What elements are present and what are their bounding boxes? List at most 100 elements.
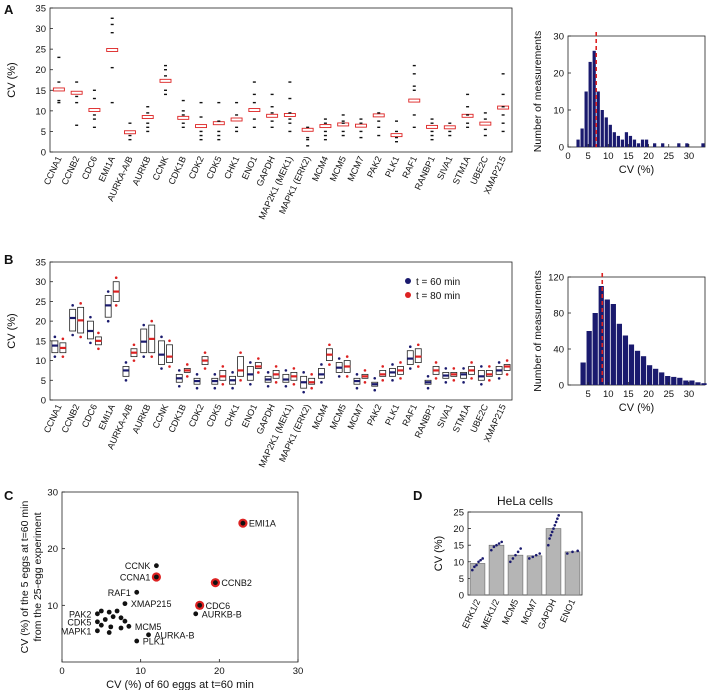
bar-point [576, 549, 579, 553]
gene-tick-label: MCM7 [346, 403, 366, 431]
median-box [479, 121, 492, 126]
series-80-outlier [505, 373, 509, 376]
series-60-outlier [480, 382, 483, 386]
y-axis-label: CV (%) [6, 62, 18, 97]
hist-bar [628, 344, 635, 385]
scatter-point [134, 589, 140, 595]
hist-bar [620, 139, 625, 147]
series-80-outlier [328, 343, 331, 347]
plot-frame [49, 7, 513, 153]
x-tick-label: 20 [214, 666, 225, 677]
y-tick-label: 0 [41, 396, 46, 407]
y-axis-label: CV (%) of the 5 eggs at t=60 minfrom the… [19, 501, 44, 654]
series-60-outlier [480, 365, 483, 368]
hist-bar [592, 50, 596, 147]
series-60-outlier [462, 367, 465, 370]
bar-point [514, 553, 517, 557]
y-tick-label: 15 [35, 336, 46, 347]
bar-point [550, 530, 554, 534]
x-tick-label: 15 [623, 389, 634, 400]
median-box [283, 113, 296, 117]
y-tick-label: 20 [47, 544, 58, 555]
hist-bar [600, 110, 604, 147]
scatter-point [98, 622, 104, 628]
scatter-point [114, 608, 120, 614]
panel-a-letter: A [4, 2, 14, 17]
gene-tick-label: PAK2 [365, 403, 384, 427]
series-80-outlier [168, 365, 171, 368]
series-80-outlier [470, 361, 473, 364]
y-tick-label: 30 [35, 24, 46, 35]
bar-point [473, 565, 476, 569]
plot-frame [467, 511, 583, 596]
y-tick-label: 0 [559, 381, 564, 392]
hist-bar [659, 372, 665, 385]
series-60-outlier [53, 355, 57, 358]
point-label: EMI1A [249, 519, 276, 529]
category-tick-label: MCM5 [500, 598, 520, 626]
bar-point [547, 543, 550, 547]
y-tick-label: 35 [35, 258, 46, 269]
x-tick-label: 0 [59, 666, 64, 677]
legend-swatch-80 [405, 292, 411, 298]
hist-bar [685, 143, 689, 147]
median-box [70, 90, 83, 95]
median-box [106, 48, 119, 52]
x-tick-label: 15 [623, 151, 634, 162]
series-80-outlier [363, 381, 367, 384]
x-tick-label: 30 [293, 666, 304, 677]
gene-tick-label: MCM7 [346, 155, 366, 183]
hist-bar [665, 376, 671, 385]
median-box [319, 124, 332, 129]
series-60-outlier [231, 371, 234, 374]
hist-bar [653, 368, 659, 385]
scatter-point [122, 601, 128, 607]
series-60-outlier [320, 363, 323, 366]
scatter-point [110, 614, 116, 620]
scatter-point [122, 618, 128, 624]
median-box [159, 78, 172, 83]
point-label: CCNK [125, 561, 151, 571]
x-axis-label: CV (%) [619, 164, 654, 176]
series-60-outlier [444, 367, 448, 370]
gene-tick-label: PLK1 [383, 155, 401, 179]
bar-point [566, 552, 569, 555]
hist-bar [646, 365, 653, 385]
series-80-outlier [257, 357, 260, 360]
y-tick-label: 120 [548, 273, 564, 284]
series-80-box [166, 344, 173, 363]
plot-frame [61, 491, 299, 663]
bar-point [571, 550, 574, 554]
series-80-outlier [150, 319, 154, 323]
category-tick-label: MCM7 [519, 598, 539, 626]
scatter-point [240, 520, 246, 526]
panel-b-histogram: 5 10 15 20 25 30 0 40 80 120 CV (%) Number of measu… [532, 270, 707, 414]
hist-bar [636, 143, 641, 147]
median-box [195, 124, 207, 129]
hist-bar [576, 139, 580, 147]
bar-point [471, 568, 474, 572]
bar-point [511, 557, 515, 560]
series-60-outlier [124, 379, 128, 382]
bar [488, 544, 505, 596]
gene-tick-label: ENO1 [240, 403, 259, 429]
series-80-outlier [168, 339, 171, 343]
series-60-outlier [249, 361, 252, 364]
median-box [52, 87, 65, 92]
y-tick-label: 5 [41, 127, 46, 138]
hist-bar [616, 323, 622, 385]
category-tick-label: ENO1 [558, 598, 577, 624]
y-tick-label: 10 [47, 601, 58, 612]
x-tick-label: 5 [585, 151, 590, 162]
hist-bar [632, 139, 637, 147]
scatter-point [98, 608, 104, 614]
hist-bar [586, 331, 592, 385]
series-80-outlier [399, 377, 402, 380]
bar [526, 555, 543, 596]
series-60-outlier [355, 386, 359, 390]
y-tick-label: 20 [553, 69, 564, 80]
bar-point [492, 545, 496, 549]
y-tick-label: 15 [453, 541, 464, 552]
series-80-outlier [381, 379, 385, 382]
legend-swatch-60 [405, 278, 411, 284]
